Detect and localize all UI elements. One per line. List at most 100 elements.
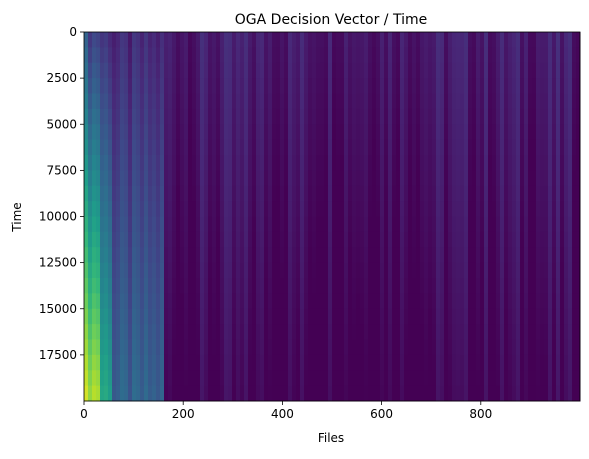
heatmap-cell bbox=[472, 201, 477, 217]
heatmap-cell bbox=[96, 278, 101, 294]
heatmap-cell bbox=[312, 385, 317, 402]
heatmap-cell bbox=[184, 93, 189, 110]
heatmap-cell bbox=[280, 354, 285, 371]
heatmap-cell bbox=[264, 324, 269, 340]
heatmap-cell bbox=[520, 108, 525, 125]
heatmap-cell bbox=[120, 124, 125, 141]
heatmap-cell bbox=[532, 93, 537, 110]
heatmap-cell bbox=[476, 62, 481, 79]
heatmap-cell bbox=[312, 354, 317, 371]
heatmap-cell bbox=[444, 93, 449, 110]
heatmap-cell bbox=[400, 155, 405, 171]
heatmap-cell bbox=[452, 339, 457, 356]
heatmap-cell bbox=[396, 62, 401, 79]
heatmap-cell bbox=[220, 354, 225, 371]
heatmap-cell bbox=[252, 231, 257, 248]
heatmap-cell bbox=[380, 262, 385, 279]
heatmap-cell bbox=[176, 78, 181, 94]
heatmap-cell bbox=[232, 32, 237, 48]
heatmap-cell bbox=[408, 385, 413, 402]
heatmap-cell bbox=[140, 32, 145, 48]
heatmap-cell bbox=[220, 278, 225, 294]
heatmap-cell bbox=[192, 47, 197, 64]
heatmap-cell bbox=[456, 108, 461, 125]
heatmap-cell bbox=[144, 32, 149, 48]
heatmap-cell bbox=[472, 170, 477, 187]
heatmap-cell bbox=[200, 370, 205, 387]
heatmap-cell bbox=[224, 308, 229, 325]
heatmap-cell bbox=[492, 247, 497, 264]
heatmap-cell bbox=[544, 62, 549, 79]
heatmap-cell bbox=[244, 201, 249, 217]
heatmap-cell bbox=[464, 278, 469, 294]
heatmap-cell bbox=[432, 216, 437, 233]
heatmap-cell bbox=[104, 170, 109, 187]
heatmap-cell bbox=[200, 278, 205, 294]
heatmap-cell bbox=[208, 354, 213, 371]
heatmap-cell bbox=[388, 278, 393, 294]
heatmap-cell bbox=[332, 108, 337, 125]
heatmap-cell bbox=[400, 124, 405, 141]
heatmap-cell bbox=[132, 201, 137, 217]
heatmap-cell bbox=[288, 247, 293, 264]
heatmap-cell bbox=[564, 278, 569, 294]
heatmap-cell bbox=[360, 139, 365, 156]
heatmap-cell bbox=[152, 247, 157, 264]
heatmap-cell bbox=[440, 339, 445, 356]
heatmap-cell bbox=[236, 32, 241, 48]
heatmap-cell bbox=[288, 201, 293, 217]
heatmap-cell bbox=[92, 370, 97, 387]
heatmap-cell bbox=[528, 308, 533, 325]
heatmap-cell bbox=[576, 216, 581, 233]
heatmap-cell bbox=[264, 47, 269, 64]
heatmap-cell bbox=[136, 370, 141, 387]
heatmap-cell bbox=[316, 308, 321, 325]
heatmap-cell bbox=[392, 216, 397, 233]
heatmap-cell bbox=[180, 108, 185, 125]
heatmap-cell bbox=[124, 354, 129, 371]
heatmap-cell bbox=[336, 278, 341, 294]
heatmap-cell bbox=[272, 170, 277, 187]
heatmap-cell bbox=[268, 139, 273, 156]
heatmap-cell bbox=[248, 155, 253, 171]
heatmap-cell bbox=[364, 32, 369, 48]
heatmap-cell bbox=[440, 293, 445, 310]
heatmap-cell bbox=[472, 216, 477, 233]
heatmap-cell bbox=[168, 216, 173, 233]
heatmap-cell bbox=[300, 370, 305, 387]
heatmap-cell bbox=[352, 139, 357, 156]
heatmap-cell bbox=[200, 247, 205, 264]
heatmap-cell bbox=[328, 339, 333, 356]
heatmap-cell bbox=[480, 47, 485, 64]
heatmap-cell bbox=[432, 93, 437, 110]
heatmap-cell bbox=[560, 262, 565, 279]
heatmap-cell bbox=[520, 185, 525, 202]
heatmap-cell bbox=[212, 78, 217, 94]
heatmap-cell bbox=[340, 247, 345, 264]
heatmap-cell bbox=[516, 216, 521, 233]
heatmap-cell bbox=[472, 370, 477, 387]
heatmap-cell bbox=[516, 262, 521, 279]
heatmap-cell bbox=[296, 139, 301, 156]
heatmap-cell bbox=[376, 231, 381, 248]
heatmap-cell bbox=[120, 293, 125, 310]
heatmap-cell bbox=[360, 385, 365, 402]
heatmap-cell bbox=[292, 293, 297, 310]
heatmap-cell bbox=[92, 385, 97, 402]
heatmap-cell bbox=[116, 216, 121, 233]
heatmap-cell bbox=[468, 324, 473, 340]
heatmap-cell bbox=[240, 47, 245, 64]
heatmap-cell bbox=[512, 339, 517, 356]
heatmap-cell bbox=[532, 201, 537, 217]
heatmap-cell bbox=[96, 62, 101, 79]
heatmap-cell bbox=[552, 32, 557, 48]
heatmap-cell bbox=[536, 293, 541, 310]
heatmap-cell bbox=[468, 78, 473, 94]
heatmap-cell bbox=[192, 385, 197, 402]
heatmap-cell bbox=[140, 231, 145, 248]
heatmap-cell bbox=[108, 324, 113, 340]
heatmap-cell bbox=[136, 278, 141, 294]
heatmap-cell bbox=[228, 78, 233, 94]
heatmap-cell bbox=[564, 262, 569, 279]
heatmap-cell bbox=[152, 201, 157, 217]
